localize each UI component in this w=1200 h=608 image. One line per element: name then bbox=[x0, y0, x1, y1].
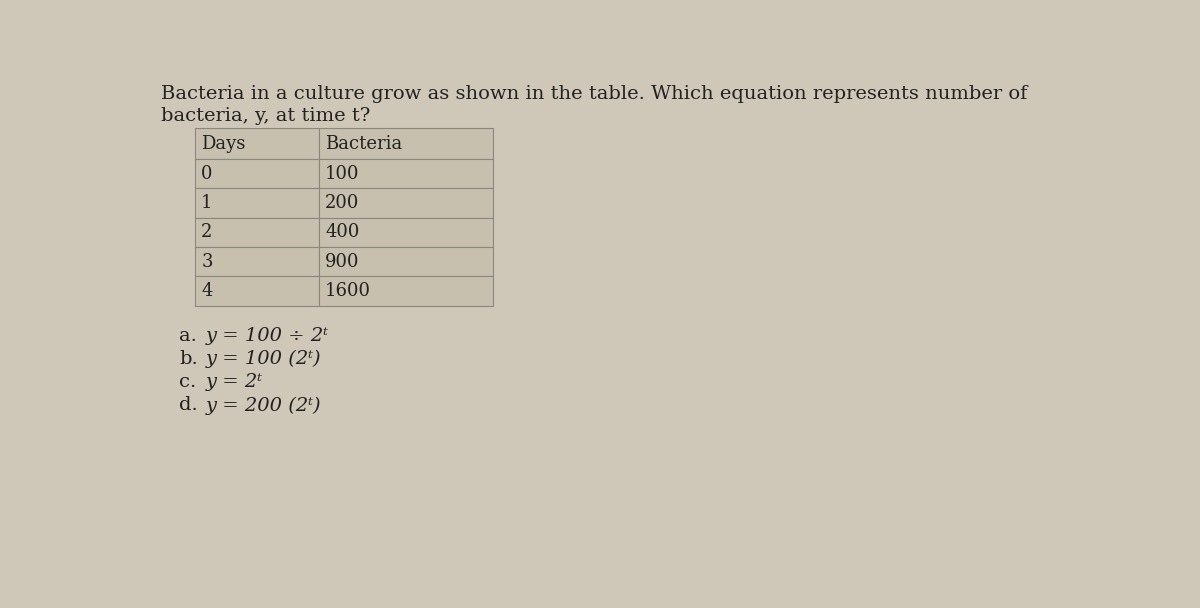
Text: 1: 1 bbox=[202, 194, 212, 212]
Bar bbox=[319, 276, 493, 305]
Bar bbox=[319, 188, 493, 218]
Bar bbox=[194, 159, 319, 188]
Text: y = 100 (2ᵗ): y = 100 (2ᵗ) bbox=[206, 350, 322, 368]
Text: b.: b. bbox=[180, 350, 198, 368]
Text: bacteria, y, at time t?: bacteria, y, at time t? bbox=[161, 107, 371, 125]
Text: Bacteria in a culture grow as shown in the table. Which equation represents numb: Bacteria in a culture grow as shown in t… bbox=[161, 85, 1027, 103]
Text: 100: 100 bbox=[325, 165, 360, 183]
Text: c.: c. bbox=[180, 373, 197, 392]
Bar bbox=[319, 218, 493, 247]
Bar bbox=[194, 276, 319, 305]
Text: 1600: 1600 bbox=[325, 282, 371, 300]
Text: 0: 0 bbox=[202, 165, 212, 183]
Text: y = 100 ÷ 2ᵗ: y = 100 ÷ 2ᵗ bbox=[206, 327, 329, 345]
Text: 2: 2 bbox=[202, 223, 212, 241]
Text: d.: d. bbox=[180, 396, 198, 415]
Text: Bacteria: Bacteria bbox=[325, 135, 402, 153]
Bar bbox=[319, 247, 493, 276]
Bar bbox=[194, 128, 319, 159]
Text: 400: 400 bbox=[325, 223, 360, 241]
Bar bbox=[319, 159, 493, 188]
Text: a.: a. bbox=[180, 327, 197, 345]
Bar bbox=[319, 128, 493, 159]
Text: 900: 900 bbox=[325, 252, 360, 271]
Text: y = 2ᵗ: y = 2ᵗ bbox=[206, 373, 263, 392]
Bar bbox=[194, 218, 319, 247]
Bar bbox=[194, 188, 319, 218]
Text: Days: Days bbox=[202, 135, 246, 153]
Text: 3: 3 bbox=[202, 252, 212, 271]
Bar bbox=[194, 247, 319, 276]
Text: y = 200 (2ᵗ): y = 200 (2ᵗ) bbox=[206, 396, 322, 415]
Text: 4: 4 bbox=[202, 282, 212, 300]
Text: 200: 200 bbox=[325, 194, 360, 212]
